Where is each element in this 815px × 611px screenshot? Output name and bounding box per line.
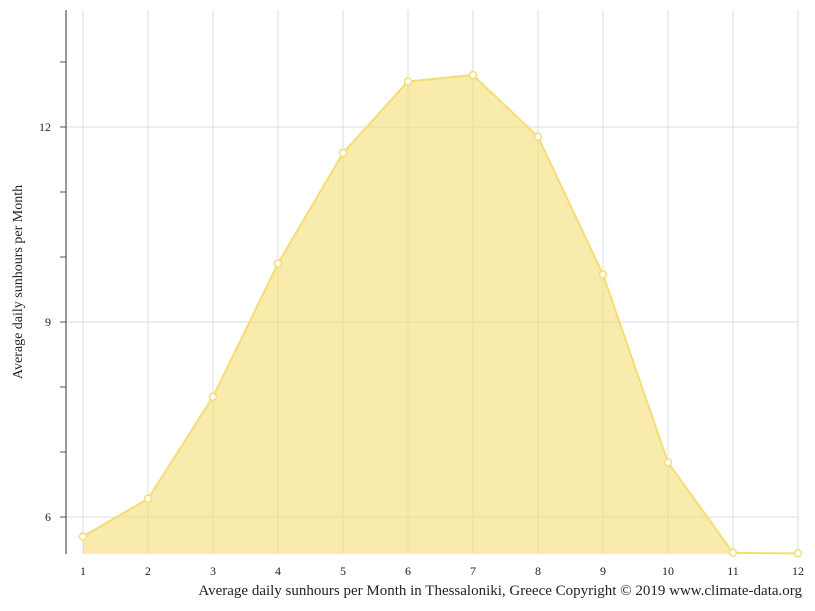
axes xyxy=(60,10,67,554)
area-fill xyxy=(83,75,798,554)
data-point xyxy=(598,270,608,279)
data-point xyxy=(728,548,738,557)
data-point xyxy=(78,532,88,541)
data-point xyxy=(143,494,153,504)
x-tick-label: 12 xyxy=(792,564,804,578)
x-tick-label: 5 xyxy=(340,564,346,578)
y-tick-label: 12 xyxy=(39,120,51,134)
x-tick-label: 9 xyxy=(600,564,606,578)
data-point xyxy=(208,392,218,401)
y-tick-labels: 6 9 12 xyxy=(39,120,51,524)
y-tick-label: 9 xyxy=(45,315,51,329)
data-point xyxy=(663,458,673,467)
x-tick-label: 6 xyxy=(405,564,411,578)
x-axis-caption: Average daily sunhours per Month in Thes… xyxy=(198,583,802,599)
x-tick-label: 8 xyxy=(535,564,541,578)
x-tick-label: 2 xyxy=(145,564,151,578)
y-tick-label: 6 xyxy=(45,510,51,524)
data-points xyxy=(78,70,803,558)
data-point xyxy=(793,549,803,558)
x-tick-label: 1 xyxy=(80,564,86,578)
x-tick-label: 3 xyxy=(210,564,216,578)
x-tick-label: 7 xyxy=(470,564,476,578)
y-axis-label: Average daily sunhours per Month xyxy=(11,185,26,379)
series-line xyxy=(82,73,799,555)
data-point xyxy=(468,70,478,80)
data-point xyxy=(533,132,543,141)
x-tick-label: 4 xyxy=(275,564,281,578)
data-point xyxy=(338,148,348,158)
x-tick-labels: 1 2 3 4 5 6 7 8 9 10 11 12 xyxy=(80,564,804,578)
x-tick-label: 11 xyxy=(727,564,739,578)
data-point xyxy=(273,259,283,268)
data-point xyxy=(403,77,413,86)
x-tick-label: 10 xyxy=(662,564,674,578)
